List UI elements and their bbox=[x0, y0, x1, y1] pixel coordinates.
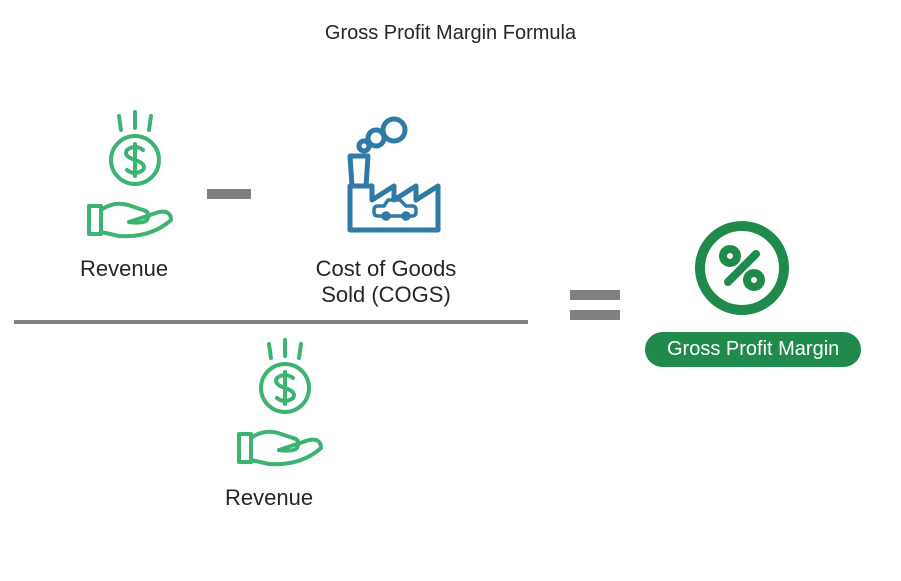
cogs-label-line1: Cost of Goods bbox=[316, 256, 457, 281]
fraction-divider bbox=[14, 320, 528, 324]
cogs-label: Cost of Goods Sold (COGS) bbox=[281, 256, 491, 309]
equals-icon bbox=[570, 288, 620, 327]
factory-car-icon bbox=[326, 116, 446, 241]
result-pill: Gross Profit Margin bbox=[645, 332, 861, 367]
revenue-hand-dollar-icon bbox=[85, 110, 185, 245]
page-title: Gross Profit Margin Formula bbox=[0, 22, 901, 45]
revenue-top-label: Revenue bbox=[80, 256, 168, 282]
cogs-label-line2: Sold (COGS) bbox=[321, 282, 451, 307]
percent-circle-icon bbox=[692, 218, 792, 323]
minus-icon bbox=[207, 185, 251, 208]
revenue-bottom-label: Revenue bbox=[225, 485, 313, 511]
revenue-hand-dollar-icon bbox=[235, 338, 335, 473]
